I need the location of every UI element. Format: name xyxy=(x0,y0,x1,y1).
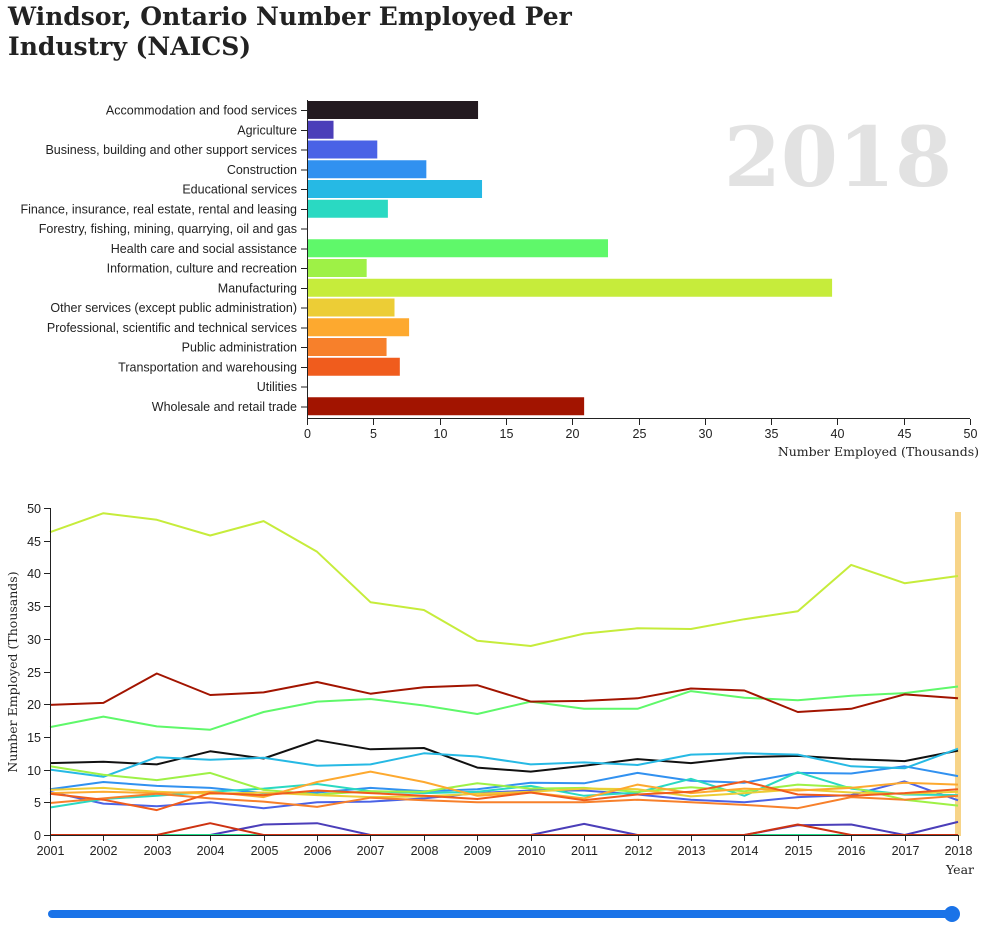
series-line xyxy=(49,792,959,810)
bar-x-axis-title: Number Employed (Thousands) xyxy=(778,444,979,459)
bar xyxy=(308,259,367,277)
category-label: Public administration xyxy=(182,341,297,355)
category-label: Agriculture xyxy=(237,123,297,137)
category-label: Utilities xyxy=(257,380,297,394)
series-line xyxy=(49,512,959,647)
x-tick-label: 45 xyxy=(898,427,912,441)
y-tick-label: 5 xyxy=(34,796,41,810)
series-line xyxy=(49,747,959,778)
x-tick-label: 2007 xyxy=(357,844,385,858)
selected-year-highlight xyxy=(955,512,961,836)
y-tick-label: 30 xyxy=(27,633,41,647)
bar-chart: 2018 Accommodation and food services Agri… xyxy=(20,100,979,459)
x-tick-label: 35 xyxy=(765,427,779,441)
y-tick-label: 20 xyxy=(27,698,41,712)
year-slider[interactable] xyxy=(48,904,960,924)
x-tick-label: 2001 xyxy=(37,844,65,858)
y-tick-label: 45 xyxy=(27,535,41,549)
line-y-axis-ticks: 0 5 10 15 20 25 30 35 40 45 50 xyxy=(27,502,50,843)
category-label: Finance, insurance, real estate, rental … xyxy=(20,202,297,216)
line-series-group xyxy=(49,512,959,836)
page-title: Windsor, Ontario Number Employed Per Ind… xyxy=(8,2,572,61)
category-label: Construction xyxy=(227,163,297,177)
x-tick-label: 50 xyxy=(964,427,978,441)
category-label: Other services (except public administra… xyxy=(50,301,297,315)
series-line xyxy=(49,770,959,800)
series-line xyxy=(49,765,959,807)
y-tick-label: 0 xyxy=(34,829,41,843)
x-tick-label: 10 xyxy=(434,427,448,441)
bar xyxy=(308,338,387,356)
bar xyxy=(308,199,388,218)
bar xyxy=(308,318,410,337)
bar-marks xyxy=(308,101,833,416)
x-tick-label: 5 xyxy=(370,427,377,441)
x-tick-label: 2004 xyxy=(197,844,225,858)
series-line xyxy=(49,672,959,713)
category-label: Health care and social assistance xyxy=(111,242,297,256)
x-tick-label: 40 xyxy=(831,427,845,441)
category-label: Manufacturing xyxy=(218,281,297,295)
slider-track[interactable] xyxy=(48,910,952,918)
bar xyxy=(308,140,378,159)
x-tick-label: 2005 xyxy=(251,844,279,858)
x-tick-label: 25 xyxy=(633,427,647,441)
bar xyxy=(308,180,483,198)
x-tick-label: 15 xyxy=(500,427,514,441)
x-tick-label: 2015 xyxy=(785,844,813,858)
category-label: Transportation and warehousing xyxy=(118,360,297,374)
x-tick-label: 2014 xyxy=(731,844,759,858)
x-tick-label: 2006 xyxy=(304,844,332,858)
y-tick-label: 15 xyxy=(27,731,41,745)
x-tick-label: 2012 xyxy=(625,844,653,858)
x-tick-label: 2016 xyxy=(838,844,866,858)
x-tick-label: 20 xyxy=(566,427,580,441)
category-label: Business, building and other support ser… xyxy=(45,143,297,157)
line-y-axis-title: Number Employed (Thousands) xyxy=(5,571,20,772)
x-tick-label: 2017 xyxy=(892,844,920,858)
year-watermark: 2018 xyxy=(724,110,952,206)
series-line xyxy=(49,780,959,812)
line-x-axis-ticks: 2001 2002 2003 2004 2005 2006 2007 2008 2009 2010… xyxy=(37,835,973,858)
bar xyxy=(308,160,427,179)
x-tick-label: 2013 xyxy=(678,844,706,858)
category-label: Information, culture and recreation xyxy=(107,262,297,276)
category-labels: Accommodation and food services Agricultu… xyxy=(20,104,307,414)
bar xyxy=(308,120,334,139)
y-tick-label: 35 xyxy=(27,600,41,614)
y-tick-label: 50 xyxy=(27,502,41,516)
category-label: Professional, scientific and technical s… xyxy=(47,321,297,335)
bar xyxy=(308,397,585,416)
category-label: Accommodation and food services xyxy=(106,104,297,118)
bar xyxy=(308,357,400,376)
line-x-axis-title: Year xyxy=(945,862,974,877)
y-tick-label: 10 xyxy=(27,764,41,778)
x-tick-label: 2002 xyxy=(90,844,118,858)
x-tick-label: 2010 xyxy=(518,844,546,858)
x-tick-label: 0 xyxy=(304,427,311,441)
bar xyxy=(308,101,479,119)
x-tick-label: 2018 xyxy=(945,844,973,858)
y-tick-label: 25 xyxy=(27,666,41,680)
category-label: Forestry, fishing, mining, quarrying, oi… xyxy=(39,222,297,236)
bar xyxy=(308,298,395,317)
category-label: Educational services xyxy=(182,183,297,197)
slider-handle[interactable] xyxy=(944,906,960,922)
series-line xyxy=(49,685,959,731)
series-line xyxy=(49,739,959,773)
x-tick-label: 30 xyxy=(699,427,713,441)
x-tick-label: 2003 xyxy=(144,844,172,858)
x-tick-label: 2009 xyxy=(464,844,492,858)
category-label: Wholesale and retail trade xyxy=(152,400,297,414)
x-tick-label: 2008 xyxy=(411,844,439,858)
y-tick-label: 40 xyxy=(27,567,41,581)
bar xyxy=(308,239,609,258)
bar-x-axis-ticks: 0 5 10 15 20 25 30 35 40 45 50 xyxy=(304,419,977,441)
x-tick-label: 2011 xyxy=(571,844,598,858)
bar xyxy=(308,278,833,297)
